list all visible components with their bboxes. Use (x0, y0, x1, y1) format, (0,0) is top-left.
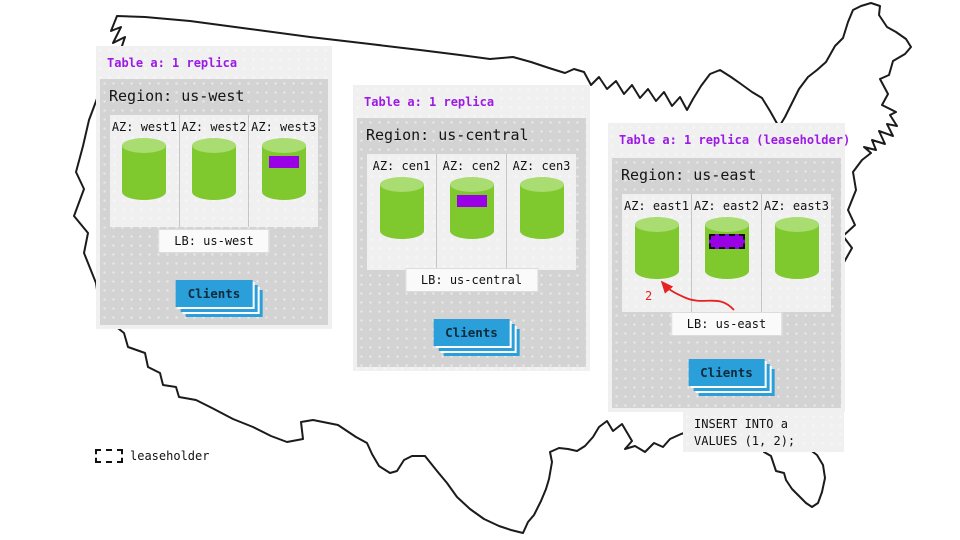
cylinder-body (379, 184, 424, 239)
az-label: AZ: cen1 (372, 159, 431, 173)
load-balancer-box: LB: us-west (158, 229, 270, 253)
table-replica-label: Table a: 1 replica (107, 56, 238, 70)
load-balancer-box: LB: us-central (404, 268, 539, 292)
az-label: AZ: east3 (763, 199, 830, 213)
database-cylinder (449, 177, 494, 239)
az-panel-cen1: AZ: cen1 (367, 154, 436, 270)
database-cylinder (704, 217, 749, 279)
cylinder-top (192, 138, 236, 153)
region-card-us-east: Table a: 1 replica (leaseholder) Region:… (608, 123, 850, 412)
region-panel-us-east: Region: us-east AZ: east1 AZ: east2 (612, 158, 841, 408)
az-panel-east2: AZ: east2 (691, 194, 761, 312)
cylinder-top (634, 217, 679, 232)
database-cylinder (192, 138, 236, 200)
replica-chip (268, 156, 299, 168)
cylinder-top (122, 138, 167, 153)
cylinder-top (261, 138, 306, 153)
az-panel-west1: AZ: west1 (110, 115, 179, 227)
az-label: AZ: west2 (181, 120, 247, 134)
az-container: AZ: cen1 AZ: cen2 AZ: cen3 (367, 154, 576, 270)
cylinder-top (519, 177, 564, 192)
az-container: AZ: east1 AZ: east2 AZ: east3 (622, 194, 831, 312)
clients-button[interactable]: Clients (175, 280, 253, 307)
database-cylinder (774, 217, 819, 279)
table-replica-label: Table a: 1 replica (364, 95, 495, 109)
sql-line-1: INSERT INTO a (694, 417, 788, 431)
az-label: AZ: west3 (251, 120, 317, 134)
cylinder-body (449, 184, 494, 239)
az-label: AZ: west1 (111, 120, 177, 134)
region-title: Region: us-central (366, 126, 529, 144)
az-container: AZ: west1 AZ: west2 AZ: west3 (110, 115, 318, 227)
clients-button[interactable]: Clients (688, 359, 765, 386)
legend-label: leaseholder (130, 449, 210, 463)
az-label: AZ: cen2 (442, 159, 501, 173)
sql-line-2: VALUES (1, 2); (694, 434, 796, 448)
region-card-us-central: Table a: 1 replica Region: us-central AZ… (353, 85, 590, 371)
database-cylinder (122, 138, 167, 200)
sql-statement-note: INSERT INTO a VALUES (1, 2); (683, 412, 844, 452)
cylinder-top (379, 177, 424, 192)
cylinder-top (774, 217, 819, 232)
database-cylinder (634, 217, 679, 279)
cylinder-top (449, 177, 494, 192)
legend: leaseholder (95, 449, 209, 463)
table-replica-leaseholder-label: Table a: 1 replica (leaseholder) (619, 133, 851, 147)
cylinder-body (704, 224, 749, 279)
az-panel-west3: AZ: west3 (248, 115, 318, 227)
az-panel-west2: AZ: west2 (178, 115, 249, 227)
az-panel-cen3: AZ: cen3 (506, 154, 576, 270)
cylinder-body (634, 224, 679, 279)
az-panel-cen2: AZ: cen2 (436, 154, 506, 270)
region-card-us-west: Table a: 1 replica Region: us-west AZ: w… (96, 46, 332, 329)
az-label: AZ: east1 (623, 199, 690, 213)
replica-chip (456, 195, 487, 207)
region-title: Region: us-east (621, 166, 757, 184)
load-balancer-box: LB: us-east (670, 312, 783, 336)
database-cylinder (379, 177, 424, 239)
cylinder-body (261, 145, 306, 200)
region-title: Region: us-west (109, 87, 245, 105)
cylinder-body (774, 224, 819, 279)
region-panel-us-central: Region: us-central AZ: cen1 AZ: cen2 (357, 118, 586, 367)
az-label: AZ: cen3 (512, 159, 571, 173)
database-cylinder (519, 177, 564, 239)
cylinder-body (519, 184, 564, 239)
leaseholder-swatch-icon (95, 449, 123, 463)
clients-button[interactable]: Clients (433, 319, 510, 346)
region-panel-us-west: Region: us-west AZ: west1 AZ: west2 (100, 79, 328, 325)
az-label: AZ: east2 (693, 199, 760, 213)
cylinder-body (192, 145, 236, 200)
cylinder-top (704, 217, 749, 232)
leaseholder-chip (708, 234, 745, 249)
database-cylinder (261, 138, 306, 200)
az-panel-east1: AZ: east1 (622, 194, 691, 312)
az-panel-east3: AZ: east3 (761, 194, 831, 312)
cylinder-body (122, 145, 167, 200)
